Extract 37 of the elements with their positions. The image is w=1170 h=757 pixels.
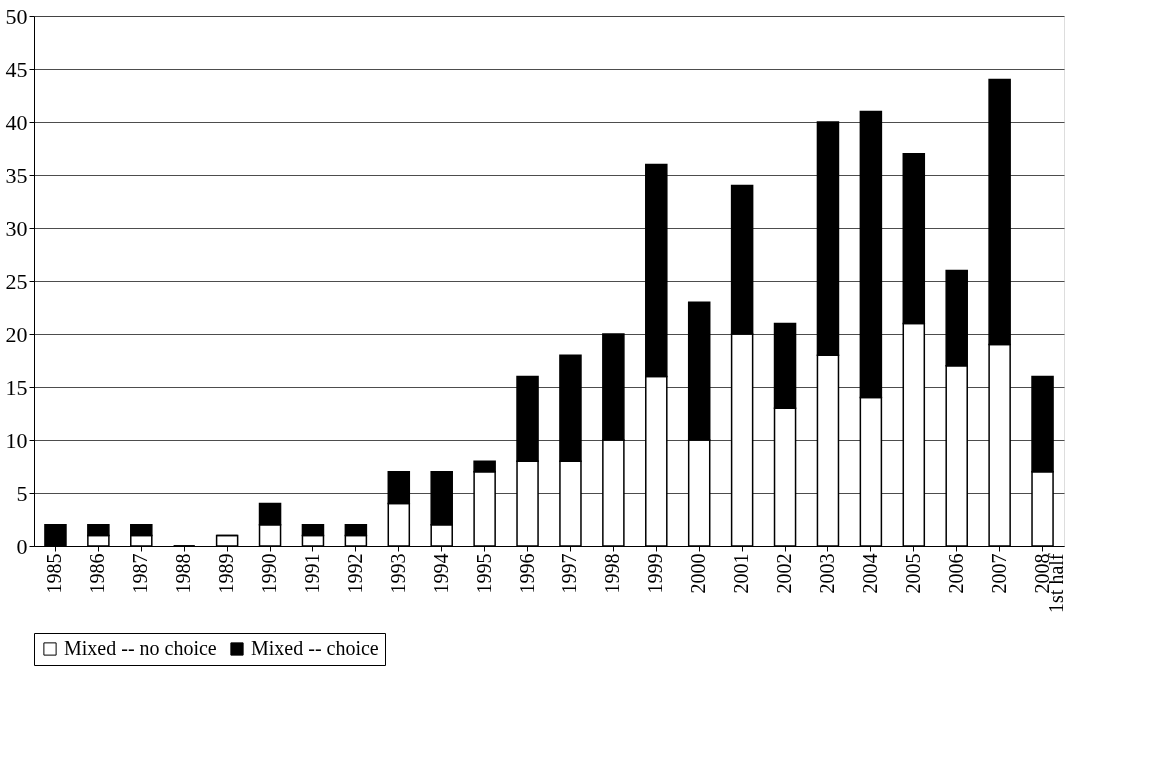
x-tick-label: 2008 1st half bbox=[1030, 553, 1067, 613]
x-tick-label: 2003 bbox=[815, 553, 838, 594]
x-tick-label: 1998 bbox=[601, 553, 624, 594]
x-tick-label: 1993 bbox=[386, 553, 409, 594]
legend-label: Mixed -- no choice bbox=[64, 637, 217, 659]
legend-label: Mixed -- choice bbox=[251, 637, 379, 659]
x-tick-label: 1995 bbox=[472, 553, 495, 594]
x-tick-label: 1989 bbox=[215, 553, 238, 594]
y-tick-label: 0 bbox=[16, 533, 28, 559]
x-tick-label: 1996 bbox=[515, 553, 538, 594]
x-tick-label: 1997 bbox=[558, 553, 581, 594]
x-tick-label: 1992 bbox=[343, 553, 366, 594]
x-tick-label: 1986 bbox=[86, 553, 109, 594]
y-tick-label: 40 bbox=[5, 109, 28, 135]
y-tick-label: 15 bbox=[5, 374, 28, 400]
x-tick-label: 2002 bbox=[773, 553, 796, 594]
x-tick-label: 1991 bbox=[300, 553, 323, 594]
y-tick-label: 30 bbox=[5, 215, 28, 241]
x-tick-label: 1985 bbox=[43, 553, 66, 594]
x-tick-label: 1990 bbox=[258, 553, 281, 594]
x-tick-label: 1988 bbox=[172, 553, 195, 594]
x-tick-label: 1999 bbox=[644, 553, 667, 594]
y-tick-label: 20 bbox=[5, 321, 28, 347]
x-tick-label: 2005 bbox=[901, 553, 924, 594]
x-tick-label: 1994 bbox=[429, 553, 452, 594]
y-tick-label: 10 bbox=[5, 427, 28, 453]
x-tick-label: 2000 bbox=[687, 553, 710, 594]
x-tick-label: 1987 bbox=[129, 553, 152, 594]
x-tick-label: 2001 bbox=[730, 553, 753, 594]
x-tick-label: 2006 bbox=[944, 553, 967, 594]
y-tick-label: 35 bbox=[5, 162, 28, 188]
y-tick-label: 45 bbox=[5, 56, 28, 82]
y-tick-label: 25 bbox=[5, 268, 28, 294]
x-tick-label: 2007 bbox=[987, 553, 1010, 594]
y-tick-label: 50 bbox=[5, 3, 28, 29]
y-tick-label: 5 bbox=[16, 480, 28, 506]
x-tick-label: 2004 bbox=[858, 553, 881, 594]
